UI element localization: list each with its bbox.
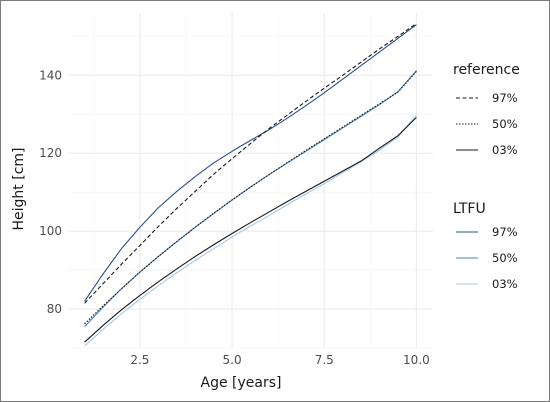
y-axis-ticks: 80 100 120 140 — [39, 68, 62, 316]
series-layer — [84, 23, 417, 347]
y-tick-label: 80 — [47, 302, 62, 316]
series-line — [84, 117, 417, 343]
x-tick-label: 2.5 — [130, 353, 149, 367]
x-axis-ticks: 2.5 5.0 7.5 10.0 — [130, 353, 429, 367]
x-axis-title: Age [years] — [201, 375, 282, 391]
y-tick-label: 100 — [39, 224, 62, 238]
series-line — [84, 114, 417, 347]
series-line — [84, 70, 417, 327]
y-axis-title: Height [cm] — [11, 148, 27, 231]
legend-label: 03% — [492, 277, 518, 291]
legend-title: LTFU — [453, 201, 486, 217]
legend: reference 97% 50% 03% LTFU 97% 50% 03% — [453, 62, 520, 291]
series-line — [84, 23, 417, 304]
legend-label: 97% — [492, 225, 518, 239]
series-line — [84, 24, 417, 302]
x-tick-label: 7.5 — [315, 353, 334, 367]
legend-label: 50% — [492, 251, 518, 265]
grid-lines — [68, 13, 433, 349]
x-tick-label: 5.0 — [223, 353, 242, 367]
legend-label: 03% — [492, 143, 518, 157]
x-tick-label: 10.0 — [403, 353, 430, 367]
legend-title: reference — [453, 62, 520, 78]
legend-label: 50% — [492, 117, 518, 131]
series-line — [84, 71, 417, 325]
legend-label: 97% — [492, 91, 518, 105]
y-tick-label: 140 — [39, 68, 62, 82]
y-tick-label: 120 — [39, 146, 62, 160]
